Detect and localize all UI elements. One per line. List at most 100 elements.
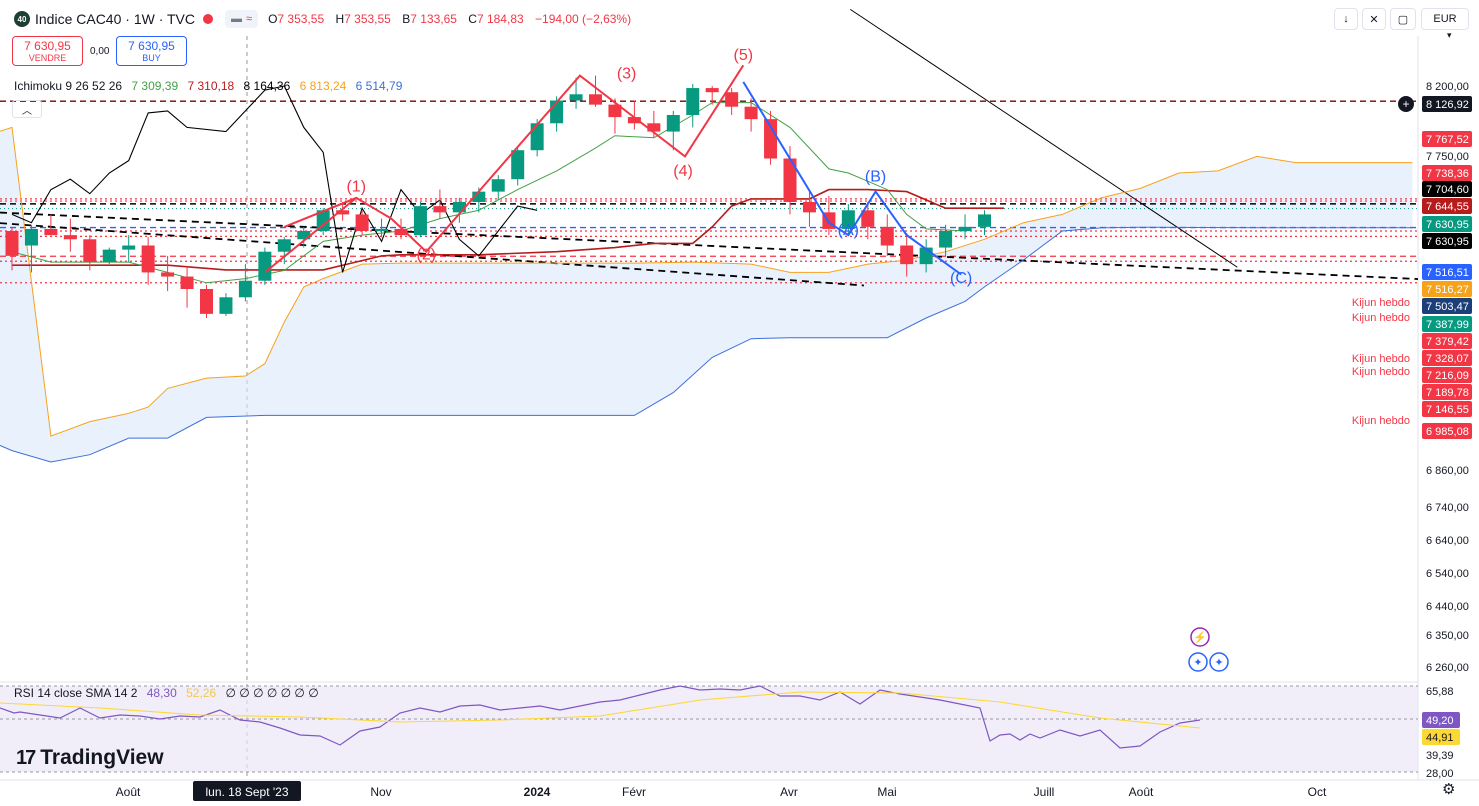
collapse-legend-button[interactable]: ︿ <box>12 100 42 118</box>
close-value: 7 184,83 <box>476 12 524 26</box>
candle-body <box>433 206 447 213</box>
kijun-label: Kijun hebdo <box>1352 415 1410 427</box>
candle-body <box>783 158 797 202</box>
buy-button[interactable]: 7 630,95 BUY <box>116 36 187 66</box>
collapse-arrows-icon: ✕ <box>1369 13 1379 26</box>
kijun-label: Kijun hebdo <box>1352 297 1410 309</box>
candle-body <box>627 117 641 124</box>
ichimoku-legend[interactable]: Ichimoku 9 26 52 26 7 309,39 7 310,18 8 … <box>14 79 408 93</box>
candle-body <box>861 210 875 227</box>
price-label: 7 630,95 <box>1426 236 1469 248</box>
rsi-tick-label: 65,88 <box>1426 686 1454 698</box>
price-label-bg <box>1422 350 1472 366</box>
candle-body <box>180 276 194 289</box>
wave-1-leg <box>264 197 357 274</box>
currency-select[interactable]: EUR <box>1421 8 1469 30</box>
wave-correction-line <box>742 81 962 276</box>
currency-chevron-icon[interactable]: ▾ <box>1447 30 1452 40</box>
high-value: 7 353,55 <box>344 12 391 26</box>
rsi-band <box>0 686 1418 772</box>
spread-value: 0,00 <box>90 46 110 57</box>
price-label: 7 644,55 <box>1426 201 1469 213</box>
low-value: 7 133,65 <box>410 12 457 26</box>
price-label-bg <box>1422 401 1472 417</box>
price-label-bg <box>1422 181 1472 197</box>
price-tick-label: 6 260,00 <box>1426 662 1469 674</box>
price-label: 7 146,55 <box>1426 404 1469 416</box>
candle-body <box>277 239 291 252</box>
candle-body <box>297 230 311 240</box>
scroll-down-button[interactable]: ↓ <box>1334 8 1358 30</box>
wave-label: (B) <box>865 168 886 185</box>
price-tick-label: 6 540,00 <box>1426 568 1469 580</box>
ichimoku-spanb-value: 6 514,79 <box>355 79 403 93</box>
ichimoku-cloud <box>0 127 1413 462</box>
price-label: 7 387,99 <box>1426 319 1469 331</box>
price-label-bg <box>1422 216 1472 232</box>
candle-body <box>5 230 19 256</box>
time-tick-label: Avr <box>780 785 798 799</box>
indicators-toggle[interactable]: ▬ ≈ <box>225 10 259 28</box>
lightning-icon <box>1190 627 1210 647</box>
gear-icon[interactable]: ⚙ <box>1442 781 1456 798</box>
price-label: 7 738,36 <box>1426 168 1469 180</box>
cac40-logo-icon: 40 <box>14 11 30 27</box>
price-label-bg <box>1422 333 1472 349</box>
price-label: 7 503,47 <box>1426 301 1469 313</box>
rsi-legend[interactable]: RSI 14 close SMA 14 2 48,30 52,26 ∅ ∅ ∅ … <box>14 686 325 700</box>
candle-body <box>725 92 739 107</box>
sell-price: 7 630,95 <box>24 39 71 53</box>
event-icon <box>1188 652 1208 672</box>
candle-body <box>238 280 252 298</box>
wave-label: (A) <box>838 222 859 239</box>
candle-body <box>200 288 213 314</box>
price-label: 7 767,52 <box>1426 134 1469 146</box>
tradingview-logo[interactable]: 17 TradingView <box>16 746 164 770</box>
price-label-bg <box>1422 316 1472 332</box>
candle-body <box>550 100 564 124</box>
candle-body <box>63 235 77 240</box>
price-label-bg <box>1422 367 1472 383</box>
candle-body <box>413 206 427 236</box>
price-label: 7 704,60 <box>1426 184 1469 196</box>
candle-body <box>394 228 408 236</box>
price-label: 7 630,95 <box>1426 219 1469 231</box>
long-trendline <box>0 211 1419 280</box>
candle-body <box>744 106 758 120</box>
buy-label: BUY <box>142 53 161 63</box>
price-label-bg <box>1422 423 1472 439</box>
candle-body <box>336 210 350 215</box>
sell-label: VENDRE <box>28 53 67 63</box>
ichimoku-name: Ichimoku 9 26 52 26 <box>14 79 123 93</box>
candle-body <box>666 114 680 132</box>
price-label-bg <box>1422 198 1472 214</box>
price-tick-label: 6 860,00 <box>1426 465 1469 477</box>
fullscreen-button[interactable]: ✕ <box>1362 8 1386 30</box>
chevron-up-icon: ︿ <box>22 105 32 117</box>
restore-button[interactable]: ▢ <box>1390 8 1416 30</box>
price-label-bg <box>1422 281 1472 297</box>
time-tick-label: 2024 <box>524 785 551 799</box>
price-label: 7 516,27 <box>1426 284 1469 296</box>
candle-body <box>24 228 38 246</box>
rsi-label-bg <box>1422 729 1460 745</box>
rsi-value: 48,30 <box>146 686 177 700</box>
time-tick-label: Août <box>116 785 141 799</box>
candle-body <box>219 297 233 314</box>
sell-button[interactable]: 7 630,95 VENDRE <box>12 36 83 66</box>
candle-body <box>122 245 136 250</box>
symbol-title[interactable]: Indice CAC40 · 1W · TVC <box>35 11 196 27</box>
candle-body <box>802 201 816 213</box>
candle-body <box>355 214 369 231</box>
senkou-span-b-line <box>0 226 1413 463</box>
candle-body <box>316 210 330 231</box>
chart-header: 40 Indice CAC40 · 1W · TVC ▬ ≈ O7 353,55… <box>14 9 639 29</box>
add-alert-icon: + <box>1402 97 1409 111</box>
rsi-label-bg <box>1422 712 1460 728</box>
market-status-icon <box>203 14 214 24</box>
candle-body <box>686 88 700 115</box>
price-label-bg <box>1422 384 1472 400</box>
price-label: 7 189,78 <box>1426 387 1469 399</box>
ichimoku-tenkan-value: 7 309,39 <box>131 79 179 93</box>
